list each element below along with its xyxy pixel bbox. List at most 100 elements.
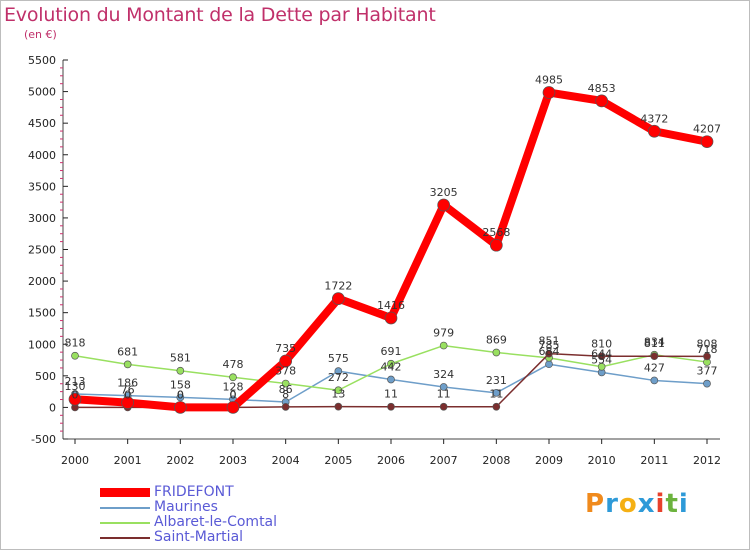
data-label: 130 — [65, 380, 86, 393]
legend-swatch — [100, 521, 150, 524]
data-label: 869 — [486, 334, 507, 347]
data-label: 13 — [331, 388, 345, 401]
x-tick-label: 2005 — [324, 454, 352, 467]
data-label: 231 — [486, 374, 507, 387]
data-label: 442 — [381, 360, 402, 373]
y-tick-label: 3000 — [28, 212, 56, 225]
data-label: 1416 — [377, 299, 405, 312]
data-point — [281, 403, 290, 411]
data-point — [226, 401, 240, 414]
data-label: 851 — [539, 335, 560, 348]
data-point — [595, 94, 609, 108]
data-point — [121, 396, 135, 409]
data-label: 834 — [644, 336, 665, 349]
data-label: 644 — [591, 348, 612, 361]
data-point — [703, 352, 711, 361]
logo-letter: x — [637, 489, 656, 519]
data-label: 86 — [279, 383, 293, 396]
data-label: 4853 — [588, 82, 616, 95]
data-label: 810 — [591, 337, 612, 350]
data-point — [650, 352, 659, 361]
data-label: 3205 — [430, 186, 458, 199]
data-label: 377 — [697, 365, 718, 378]
data-label: 4372 — [640, 112, 668, 125]
legend-swatch — [100, 536, 150, 539]
data-point — [489, 238, 503, 252]
y-tick-label: 0 — [49, 401, 56, 414]
legend-swatch — [100, 506, 150, 509]
data-point — [545, 360, 553, 369]
x-tick-label: 2009 — [535, 454, 563, 467]
legend-swatch — [100, 488, 150, 497]
logo-letter: P — [585, 489, 606, 519]
data-point — [492, 388, 501, 397]
data-label: 158 — [170, 378, 191, 391]
data-label: 0 — [177, 388, 184, 401]
data-label: 785 — [539, 339, 560, 352]
data-label: 0 — [124, 388, 131, 401]
data-label: 811 — [644, 337, 665, 350]
x-tick-label: 2003 — [219, 454, 247, 467]
data-point — [387, 375, 395, 384]
data-point — [492, 402, 501, 411]
data-label: 213 — [65, 375, 86, 388]
data-label: 378 — [275, 365, 296, 378]
data-label: 575 — [328, 352, 349, 365]
data-label: 684 — [539, 345, 560, 358]
data-label: 0 — [230, 388, 237, 401]
x-tick-label: 2000 — [61, 454, 89, 467]
data-point — [229, 373, 237, 382]
data-point — [439, 383, 448, 391]
chart-legend: FRIDEFONT Maurines Albaret-le-Comtal Saint-… — [100, 485, 277, 545]
y-tick-label: 2500 — [28, 244, 56, 257]
data-label: 808 — [697, 337, 718, 350]
logo-letter: o — [618, 489, 638, 519]
data-point — [703, 379, 711, 388]
logo-letter: i — [655, 489, 666, 519]
data-point — [492, 348, 501, 357]
data-point — [331, 292, 345, 305]
data-label: 272 — [328, 371, 349, 384]
data-point — [650, 376, 659, 385]
data-label: 818 — [65, 337, 86, 350]
data-label: 427 — [644, 361, 665, 374]
chart-title: Evolution du Montant de la Dette par Hab… — [4, 4, 436, 26]
data-point — [384, 311, 398, 325]
x-tick-label: 2012 — [693, 454, 721, 467]
data-label: 2568 — [482, 226, 510, 239]
legend-item: Maurines — [100, 500, 277, 515]
data-label: 4207 — [693, 123, 721, 136]
data-label: 1722 — [324, 280, 352, 293]
logo-letter: i — [678, 489, 689, 519]
legend-label: Maurines — [154, 499, 218, 515]
y-tick-label: 2000 — [28, 275, 56, 288]
data-label: 11 — [489, 388, 503, 401]
y-tick-label: -500 — [31, 433, 56, 446]
data-point — [437, 198, 451, 212]
data-point — [68, 392, 82, 406]
x-tick-label: 2004 — [272, 454, 300, 467]
data-label: 186 — [117, 377, 138, 390]
x-tick-label: 2002 — [166, 454, 194, 467]
data-label: 735 — [275, 342, 296, 355]
legend-label: FRIDEFONT — [154, 484, 234, 500]
y-tick-label: 1000 — [28, 338, 56, 351]
x-tick-label: 2007 — [430, 454, 458, 467]
x-tick-label: 2011 — [640, 454, 668, 467]
data-point — [597, 352, 606, 361]
data-label: 0 — [230, 388, 237, 401]
y-tick-label: 5000 — [28, 86, 56, 99]
data-point — [334, 402, 343, 411]
x-tick-label: 2008 — [482, 454, 510, 467]
y-tick-label: 4000 — [28, 149, 56, 162]
data-label: 581 — [170, 352, 191, 365]
data-label: 554 — [591, 353, 612, 366]
data-label: 691 — [381, 345, 402, 358]
data-label: 4985 — [535, 74, 563, 87]
data-point — [123, 360, 132, 369]
logo-letter: t — [665, 489, 679, 519]
proxiti-logo: Proxiti — [585, 489, 689, 519]
logo-letter: r — [605, 489, 619, 519]
